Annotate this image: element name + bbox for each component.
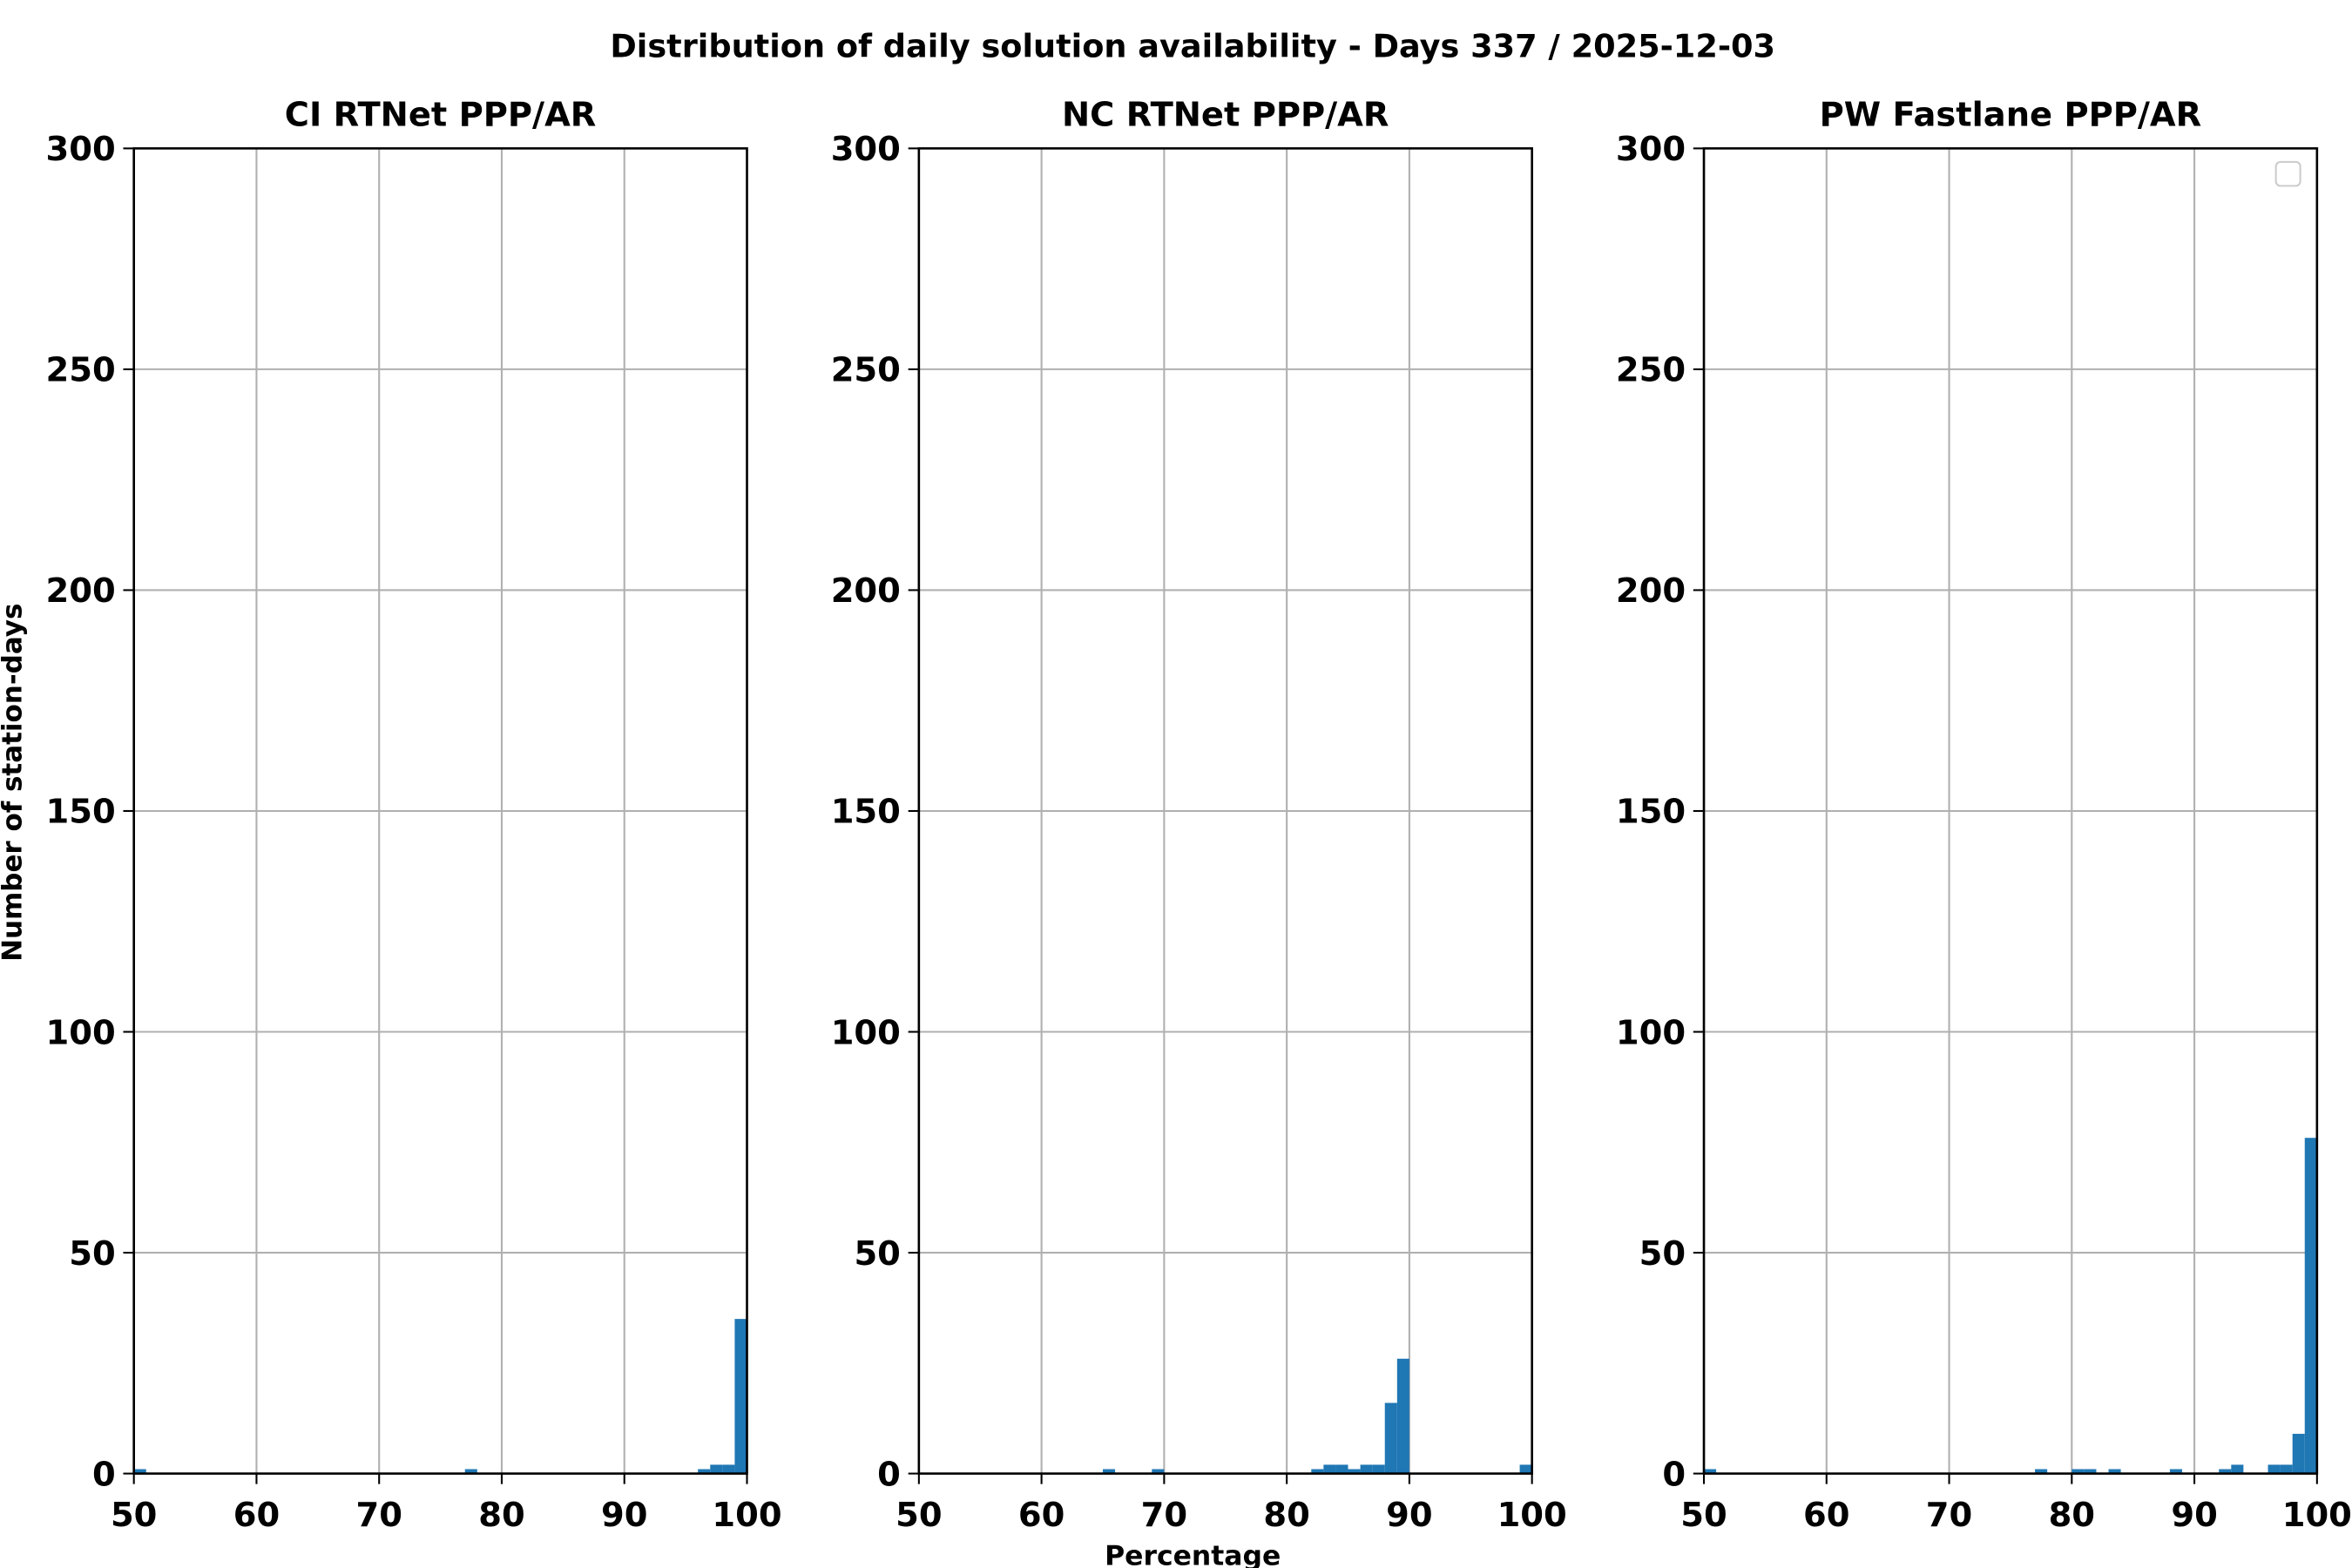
bar bbox=[2292, 1433, 2305, 1474]
bar bbox=[2072, 1469, 2085, 1474]
bar bbox=[1384, 1402, 1397, 1474]
bar bbox=[2304, 1138, 2317, 1474]
bar bbox=[1102, 1469, 1116, 1474]
x-tick-label: 50 bbox=[896, 1496, 942, 1534]
panel-title: NC RTNet PPP/AR bbox=[1062, 96, 1389, 134]
bar bbox=[1348, 1469, 1361, 1474]
x-tick-label: 90 bbox=[2171, 1496, 2217, 1534]
y-tick-label: 0 bbox=[92, 1456, 116, 1494]
x-tick-label: 100 bbox=[2282, 1496, 2352, 1534]
bar bbox=[1152, 1469, 1165, 1474]
y-tick-label: 50 bbox=[69, 1234, 115, 1273]
bar bbox=[1360, 1464, 1373, 1474]
x-tick-label: 90 bbox=[601, 1496, 647, 1534]
bar bbox=[133, 1469, 146, 1474]
y-tick-label: 50 bbox=[854, 1234, 900, 1273]
x-axis-label: Percentage bbox=[1105, 1541, 1281, 1568]
x-tick-label: 50 bbox=[1680, 1496, 1727, 1534]
plot-frame bbox=[917, 147, 1533, 1475]
bar bbox=[2268, 1464, 2281, 1474]
x-tick-label: 100 bbox=[1497, 1496, 1567, 1534]
figure-title: Distribution of daily solution availabil… bbox=[610, 28, 1775, 65]
y-tick-label: 100 bbox=[46, 1014, 116, 1052]
bar bbox=[2219, 1469, 2232, 1474]
bar bbox=[2108, 1469, 2121, 1474]
y-tick-label: 250 bbox=[46, 351, 116, 389]
y-tick-label: 0 bbox=[877, 1456, 901, 1494]
x-tick-label: 50 bbox=[111, 1496, 157, 1534]
bar bbox=[2231, 1464, 2244, 1474]
x-tick-label: 80 bbox=[1263, 1496, 1309, 1534]
bar bbox=[1372, 1464, 1385, 1474]
bar bbox=[734, 1319, 747, 1474]
plot-frame bbox=[1702, 147, 2319, 1475]
y-tick-label: 200 bbox=[831, 571, 901, 610]
y-axis-label: Number of station-days bbox=[0, 604, 29, 962]
x-tick-label: 60 bbox=[233, 1496, 280, 1534]
x-tick-label: 80 bbox=[2049, 1496, 2095, 1534]
plot-frame bbox=[132, 147, 748, 1475]
y-tick-label: 100 bbox=[831, 1014, 901, 1052]
panel-title: PW Fastlane PPP/AR bbox=[1820, 96, 2202, 134]
bar bbox=[2035, 1469, 2048, 1474]
x-tick-label: 60 bbox=[1803, 1496, 1849, 1534]
legend bbox=[2274, 160, 2301, 187]
panel-title: CI RTNet PPP/AR bbox=[285, 96, 597, 134]
x-tick-label: 70 bbox=[1926, 1496, 1972, 1534]
x-tick-label: 70 bbox=[1141, 1496, 1187, 1534]
bar bbox=[722, 1464, 735, 1474]
bar bbox=[1335, 1464, 1348, 1474]
x-tick-label: 90 bbox=[1386, 1496, 1432, 1534]
bar bbox=[2084, 1469, 2097, 1474]
y-tick-label: 300 bbox=[46, 130, 116, 168]
x-tick-label: 100 bbox=[712, 1496, 781, 1534]
y-tick-label: 300 bbox=[1616, 130, 1686, 168]
bar bbox=[698, 1469, 711, 1474]
bar bbox=[1519, 1464, 1532, 1474]
y-tick-label: 50 bbox=[1639, 1234, 1686, 1273]
y-tick-label: 150 bbox=[1616, 793, 1686, 831]
y-tick-label: 100 bbox=[1616, 1014, 1686, 1052]
y-tick-label: 250 bbox=[1616, 351, 1686, 389]
y-tick-label: 200 bbox=[1616, 571, 1686, 610]
x-tick-label: 60 bbox=[1018, 1496, 1064, 1534]
bar bbox=[2280, 1464, 2293, 1474]
bar bbox=[1396, 1358, 1409, 1474]
bar bbox=[1323, 1464, 1336, 1474]
bar bbox=[464, 1469, 477, 1474]
x-tick-label: 80 bbox=[478, 1496, 524, 1534]
y-tick-label: 150 bbox=[831, 793, 901, 831]
bar bbox=[1311, 1469, 1324, 1474]
y-tick-label: 300 bbox=[831, 130, 901, 168]
y-tick-label: 0 bbox=[1662, 1456, 1686, 1494]
y-tick-label: 250 bbox=[831, 351, 901, 389]
y-tick-label: 200 bbox=[46, 571, 116, 610]
bar bbox=[1704, 1469, 1717, 1474]
bar bbox=[710, 1464, 723, 1474]
bar bbox=[2169, 1469, 2182, 1474]
y-tick-label: 150 bbox=[46, 793, 116, 831]
x-tick-label: 70 bbox=[355, 1496, 402, 1534]
